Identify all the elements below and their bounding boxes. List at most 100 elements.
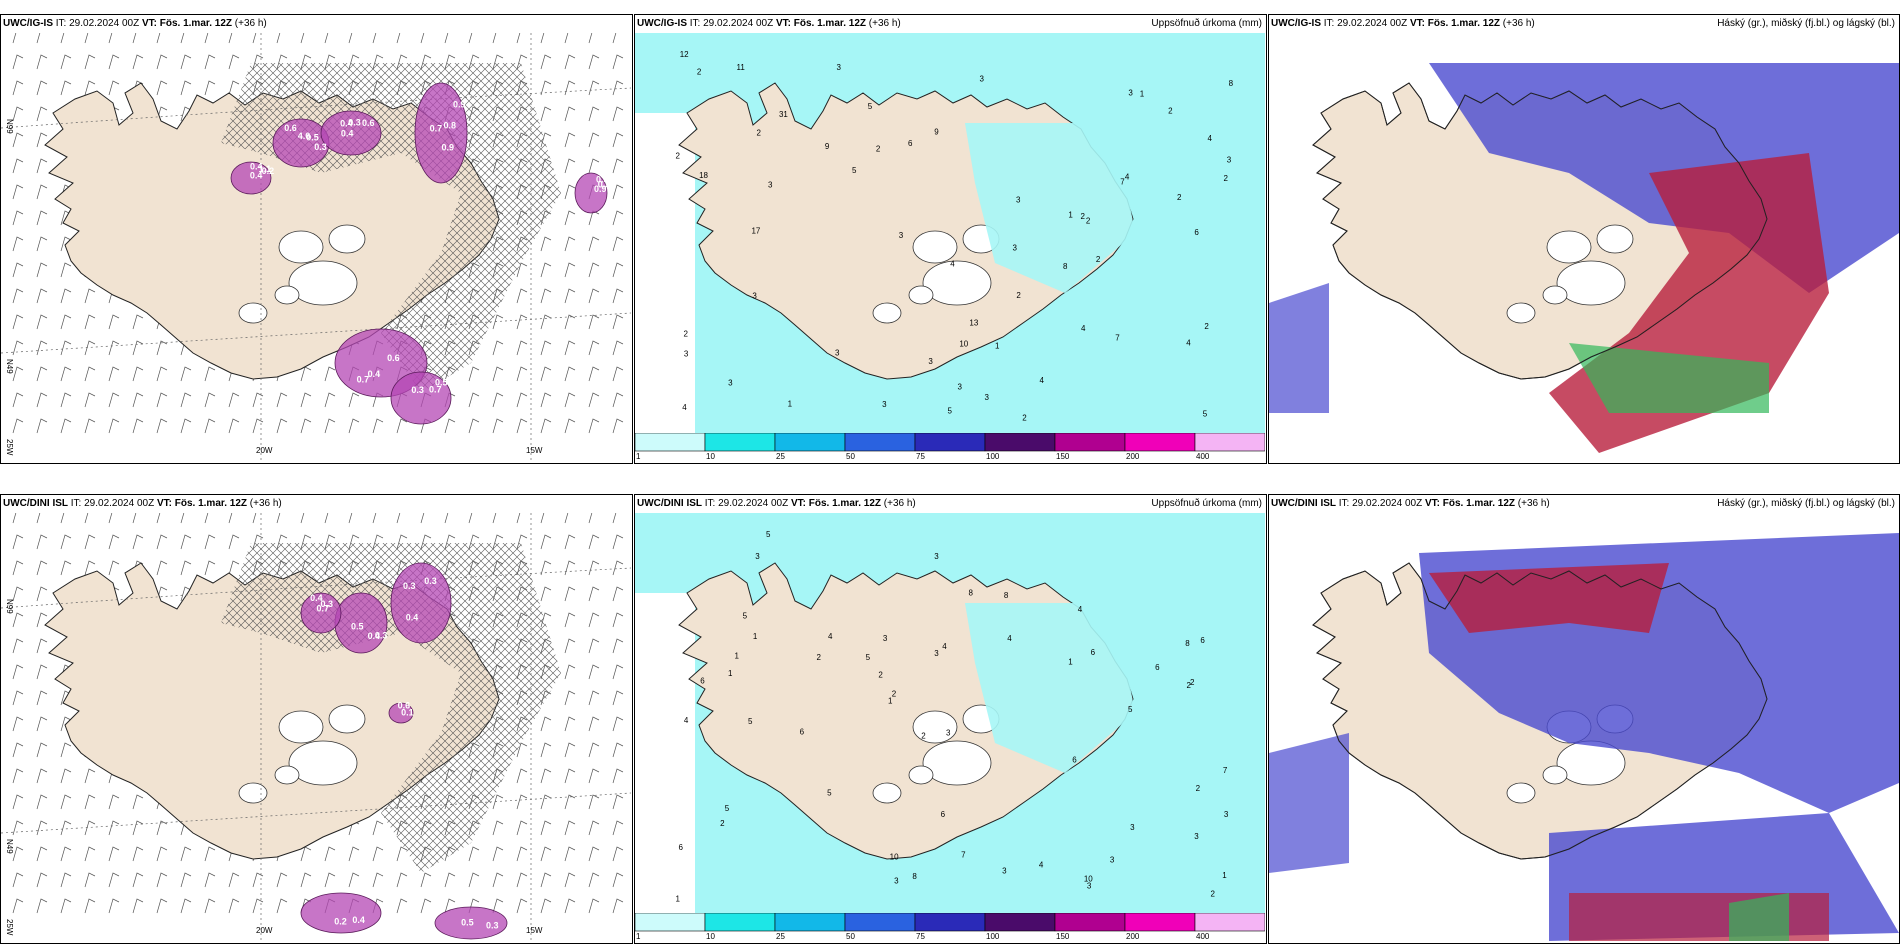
wind-barb	[60, 288, 72, 304]
precip-amount-label: 0.9	[594, 184, 607, 194]
colorbar-swatch	[844, 433, 916, 452]
panel-header: UWC/DINI ISL IT: 29.02.2024 00Z VT: Fös.…	[637, 498, 916, 509]
wind-barb	[564, 690, 576, 706]
wind-barb	[324, 33, 329, 44]
wind-barb	[588, 768, 600, 784]
precip-value-label: 6	[679, 843, 684, 852]
precip-blob	[390, 562, 452, 644]
colorbar-tick-label: 10	[706, 452, 715, 461]
precip-amount-label: 0.8	[444, 121, 457, 131]
panel-bottom-wind: UWC/DINI ISL IT: 29.02.2024 00Z VT: Fös.…	[0, 494, 633, 944]
wind-barb	[564, 513, 569, 524]
precip-value-label: 5	[827, 789, 832, 798]
precip-value-label: 3	[1224, 810, 1229, 819]
wind-barb	[108, 54, 120, 70]
colorbar-swatch	[1054, 433, 1126, 452]
wind-barb	[12, 106, 24, 122]
wind-barb	[108, 846, 120, 862]
precip-amount-label: 0.5	[461, 917, 474, 927]
wind-barb	[516, 340, 528, 356]
glacier	[278, 230, 324, 264]
wind-barb	[132, 820, 144, 836]
precip-amount-label: 0.1	[401, 708, 414, 718]
precip-value-label: 3	[1130, 823, 1135, 832]
wind-barb	[300, 872, 312, 888]
wind-barb	[612, 898, 624, 914]
glacier	[908, 285, 934, 305]
precip-amount-label: 0.3	[411, 385, 424, 395]
cloud-map	[1269, 63, 1899, 453]
precip-value-label: 5	[743, 611, 748, 620]
cloud-title: Háský (gr.), miðský (fj.bl.) og lágský (…	[1717, 18, 1895, 29]
wind-barb	[516, 33, 521, 44]
colorbar-tick-label: 400	[1196, 932, 1210, 941]
wind-barb	[60, 314, 72, 330]
precip-value-label: 2	[1177, 193, 1182, 202]
wind-barb	[612, 534, 624, 550]
precip-value-label: 1	[728, 669, 733, 678]
precip-value-label: 4	[1208, 134, 1213, 143]
wind-barb	[12, 794, 24, 810]
colorbar-swatch	[774, 913, 846, 932]
wind-barb	[564, 768, 576, 784]
wind-barb	[36, 262, 48, 278]
wind-barb	[588, 132, 600, 148]
wind-barb	[588, 898, 600, 914]
wind-barb	[420, 513, 425, 524]
wind-barb	[60, 560, 72, 576]
wind-barb	[84, 898, 96, 914]
wind-barb	[540, 314, 552, 330]
wind-barb	[348, 513, 353, 524]
precip-value-label: 4	[828, 632, 833, 641]
wind-barb	[540, 418, 552, 434]
wind-barb	[252, 513, 257, 524]
wind-barb	[564, 612, 576, 628]
wind-barb	[180, 846, 192, 862]
wind-barb	[12, 872, 24, 888]
precip-amount-label: 0.6	[398, 701, 411, 711]
axis-label: N99	[5, 119, 14, 134]
wind-barb	[396, 513, 401, 524]
precip-value-label: 3	[837, 63, 842, 72]
wind-barb	[564, 314, 576, 330]
precip-value-label: 6	[1072, 755, 1077, 764]
wind-barb	[204, 534, 216, 550]
precip-value-label: 4	[682, 403, 687, 412]
wind-barb	[36, 314, 48, 330]
precip-amount-label: 0.3	[320, 599, 333, 609]
wind-barb	[612, 210, 624, 226]
wind-barb	[324, 366, 336, 382]
precip-value-label: 6	[941, 810, 946, 819]
precip-value-label: 3	[934, 552, 939, 561]
wind-barb	[348, 872, 360, 888]
wind-barb	[12, 158, 24, 174]
wind-barb	[612, 513, 617, 524]
precip-value-label: 13	[969, 319, 978, 328]
land-outline	[1312, 562, 1768, 860]
wind-barb	[564, 288, 576, 304]
precip-value-label: 1	[735, 652, 740, 661]
wind-barb	[588, 534, 600, 550]
colorbar-tick-label: 75	[916, 932, 925, 941]
wind-barb	[516, 288, 528, 304]
wind-barb	[36, 690, 48, 706]
wind-barb	[84, 54, 96, 70]
wind-barb	[612, 106, 624, 122]
wind-barb	[564, 132, 576, 148]
wind-barb	[324, 392, 336, 408]
wind-barb	[252, 418, 264, 434]
colorbar-tick-label: 150	[1056, 932, 1070, 941]
wind-barb	[276, 418, 288, 434]
wind-barb	[12, 690, 24, 706]
wind-barb	[564, 366, 576, 382]
wind-barb	[564, 846, 576, 862]
wind-barb	[588, 236, 600, 252]
wind-barb	[300, 366, 312, 382]
wind-barb	[36, 210, 48, 226]
wind-barb	[132, 54, 144, 70]
precip-value-label: 7	[1115, 334, 1120, 343]
precip-value-label: 6	[908, 139, 913, 148]
wind-barb	[156, 80, 168, 96]
precip-value-label: 3	[1002, 867, 1007, 876]
wind-barb	[36, 392, 48, 408]
